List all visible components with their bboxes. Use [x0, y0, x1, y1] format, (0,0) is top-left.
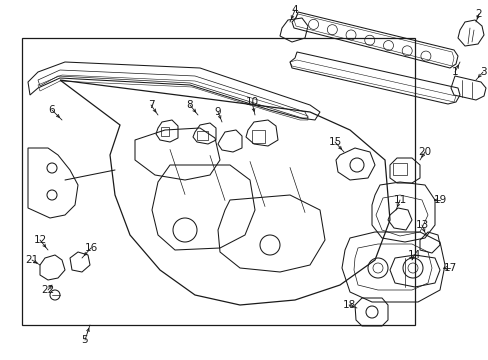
Text: 15: 15 — [328, 137, 341, 147]
Text: 20: 20 — [418, 147, 431, 157]
Text: 7: 7 — [147, 100, 154, 110]
Text: 2: 2 — [475, 9, 481, 19]
Bar — [22, 38, 414, 325]
Text: 3: 3 — [479, 67, 486, 77]
Text: 16: 16 — [84, 243, 98, 253]
Text: 19: 19 — [432, 195, 446, 205]
Text: 10: 10 — [245, 97, 258, 107]
Text: 21: 21 — [25, 255, 39, 265]
Text: 5: 5 — [81, 335, 88, 345]
Text: 4: 4 — [291, 5, 298, 15]
Text: 6: 6 — [49, 105, 55, 115]
Text: 22: 22 — [41, 285, 55, 295]
Text: 12: 12 — [33, 235, 46, 245]
Text: 14: 14 — [407, 250, 420, 260]
Text: 8: 8 — [186, 100, 193, 110]
Text: 13: 13 — [414, 220, 428, 230]
Text: 1: 1 — [451, 67, 457, 77]
Text: 17: 17 — [443, 263, 456, 273]
Text: 18: 18 — [342, 300, 355, 310]
Text: 11: 11 — [392, 195, 406, 205]
Text: 9: 9 — [214, 107, 221, 117]
